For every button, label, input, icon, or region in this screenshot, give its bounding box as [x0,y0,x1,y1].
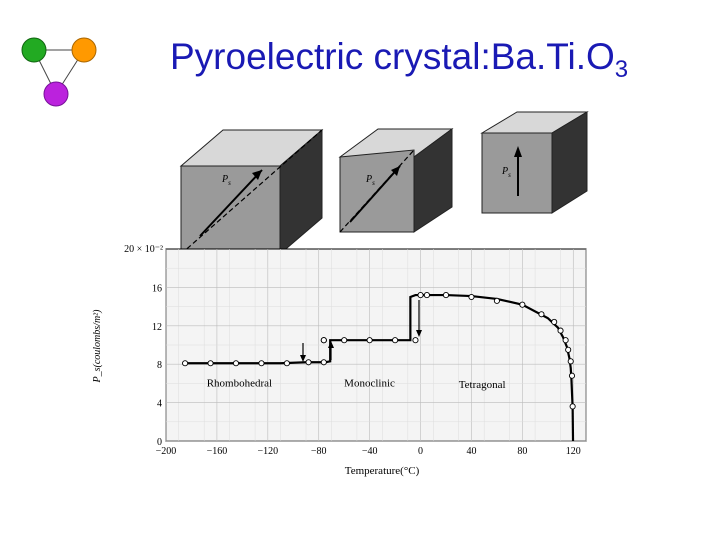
data-markers [182,292,576,410]
data-point [519,301,526,308]
region-label: Tetragonal [459,379,506,391]
x-tick-label: −80 [311,446,327,457]
x-tick-label: 40 [466,446,476,457]
molecule-logo-icon [14,32,104,117]
crystal-3-label: Ps [501,166,511,179]
logo-atom-orange [71,37,97,63]
x-tick-label: 0 [418,446,423,457]
y-axis-label: P_s(coulombs/m²) [92,309,103,384]
crystal-monoclinic: Ps [338,128,454,233]
phase-region-labels: Rhombohedral Monoclinic Tetragonal [207,377,506,391]
logo-atom-green [21,37,47,63]
data-point [320,337,327,344]
data-point [283,360,290,367]
data-point [305,359,312,366]
data-point [551,318,558,326]
data-point [493,297,500,304]
data-point [207,360,214,367]
data-point [417,292,424,299]
crystal-rhombohedral: Ps [179,128,324,256]
x-tick-label: 120 [566,446,581,457]
data-point [557,327,564,334]
region-label: Monoclinic [344,377,395,389]
data-point [341,337,348,344]
x-tick-label: 80 [517,446,527,457]
x-tick-label: −120 [257,446,278,457]
data-point [538,311,545,318]
data-point [468,293,475,301]
polarization-arrow-1 [199,169,263,237]
y-tick-label: 4 [157,399,162,410]
x-tick-label: −160 [207,446,228,457]
data-point [568,372,576,379]
data-point [569,403,576,410]
y-tick-label: 16 [152,283,162,294]
x-tick-label: −40 [362,446,378,457]
crystal-tetragonal: Ps [480,111,589,214]
y-axis-top-label: 20 × 10⁻² [124,244,163,255]
data-point [565,346,572,353]
data-point [392,337,399,344]
y-tick-label: 12 [152,322,162,333]
grid-lines [165,249,587,442]
slide-title: Pyroelectric crystal:Ba.Ti.O3 [170,36,628,84]
data-point [412,337,419,344]
logo-atom-purple [43,81,69,107]
data-point [567,358,574,365]
polarization-arrow-2 [349,165,401,223]
data-point [442,292,450,299]
x-axis-label: Temperature(°C) [345,465,420,477]
x-tick-label: −200 [156,446,177,457]
y-tick-label: 0 [157,437,162,448]
axis-ticks: −200 −160 −120 −80 −40 0 40 80 120 0 4 8 12 16 [152,283,581,457]
data-point [232,360,240,367]
y-tick-label: 8 [157,360,162,371]
crystal-2-label: Ps [365,174,375,187]
region-label: Rhombohedral [207,377,272,389]
data-point [320,359,327,366]
data-point [366,337,373,344]
crystal-1-label: Ps [221,174,231,187]
data-point [423,292,430,299]
transition-arrows [300,300,422,362]
data-point [258,360,265,367]
slide-title-main: Pyroelectric crystal:Ba.Ti.O [170,36,615,77]
data-point [182,360,189,367]
data-point [562,337,569,344]
slide-title-subscript: 3 [614,56,629,83]
